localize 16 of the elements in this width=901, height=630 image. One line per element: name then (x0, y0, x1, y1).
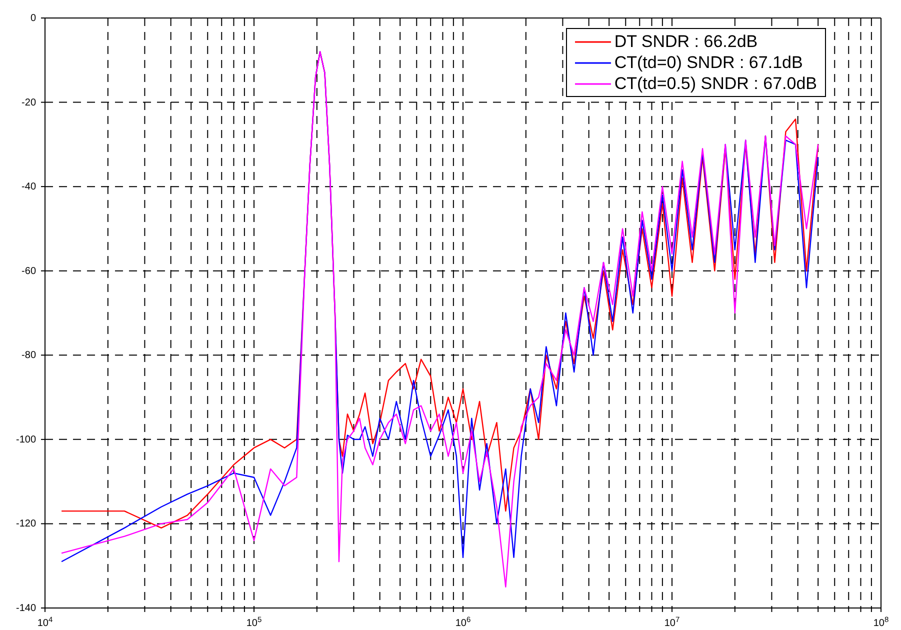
y-tick-label: -40 (22, 182, 36, 193)
y-tick-label: -80 (22, 350, 36, 362)
x-tick-label: 10$^{5}$ (246, 614, 262, 629)
y-tick-label: -140 (16, 603, 36, 614)
x-tick-label: 10$^{7}$ (664, 614, 680, 629)
legend-label: DT SNDR : 66.2dB (614, 31, 758, 52)
legend-label: CT(td=0) SNDR : 67.1dB (614, 52, 803, 73)
legend-label: CT(td=0.5) SNDR : 67.0dB (614, 73, 817, 94)
x-tick-label: 10$^{4}$ (37, 614, 53, 629)
y-tick-label: -100 (16, 434, 36, 446)
y-tick-label: -120 (16, 518, 36, 530)
y-tick-label: 0 (30, 13, 36, 24)
x-tick-label: 10$^{8}$ (873, 614, 889, 629)
y-tick-label: -20 (22, 97, 36, 108)
y-tick-label: -60 (22, 266, 36, 277)
x-tick-label: 10$^{6}$ (455, 614, 471, 629)
